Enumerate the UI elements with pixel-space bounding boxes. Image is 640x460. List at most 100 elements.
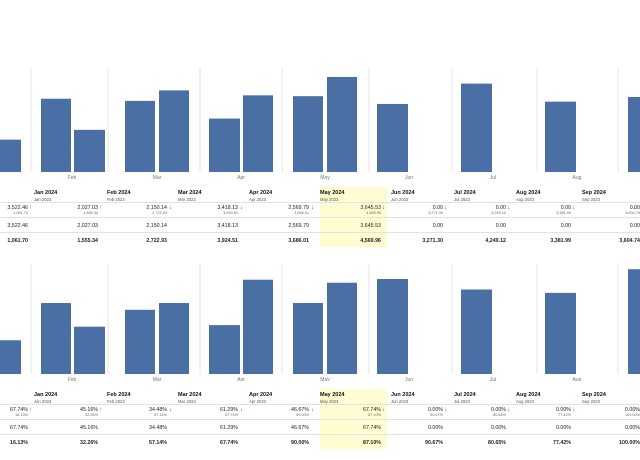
column-header-prev-month: Sep 2023 [582,398,600,404]
value-cell: 87.10% [363,439,381,446]
previous-value: 87.10% [368,413,381,417]
previous-value: 2,722.93 [152,211,167,215]
previous-value: 4,249.12 [491,211,506,215]
bar [74,326,105,374]
column-header-prev-month: Apr 2023 [249,398,266,404]
column-header-prev-month: Feb 2023 [107,398,125,404]
x-tick-label: Feb [68,377,77,381]
column-header-month: Feb 2024 [107,392,131,398]
value-cell: 3,522.46 [7,222,28,229]
top-data-table: Jan 2024 Jan 2023 Feb 2024 Feb 2023 Mar 2024… [0,187,640,247]
column-header-month: Jun 2024 [391,392,415,398]
value-cell: 3,645.53 [360,222,381,229]
x-tick-label: Jun [405,377,413,381]
arrow-down-icon: ↓ [507,406,511,413]
bar [327,282,357,374]
value-cell: 0.00 [432,222,443,229]
current-value: 45.16% [80,407,98,413]
bar [41,98,71,172]
column-header-month: Jul 2024 [454,392,476,398]
previous-year-row: 16.13% 32.26% 57.14% 67.74% 90.00% 87.10% 90.6… [0,434,640,449]
x-tick-label: Aug [573,175,582,180]
x-tick-label: Feb [68,175,77,180]
value-cell: 3,381.99 [550,237,571,244]
bar [377,103,408,172]
value-cell: 16.13% [10,439,28,446]
value-cell: 90.00% [291,439,309,446]
column-header-prev-month: Jun 2023 [391,196,409,202]
value-cell: 90.67% [425,439,443,446]
comparison-row: 67.74% 16.13% ↑ 45.16% 32.26% ↑ 34.48% 57.14% ↓ 6… [0,404,640,419]
current-value: 2,150.14 [146,205,167,211]
bar [209,118,240,172]
value-cell: 3,271.30 [422,237,443,244]
current-value: 67.74% [10,407,28,413]
previous-value: 3,604.74 [625,211,640,215]
value-cell: 4,249.12 [485,237,506,244]
bar [327,76,357,172]
column-header-prev-month: Mar 2023 [178,196,196,202]
arrow-down-icon: ↓ [311,406,315,413]
value-cell: 77.42% [553,439,571,446]
previous-value: 67.74% [225,413,238,417]
column-header-month: Jan 2024 [34,392,58,398]
bottom-bar-chart: Feb Mar Apr May Jun Jul Aug [0,264,640,381]
value-cell: 2,150.14 [146,222,167,229]
column-header-month: Mar 2024 [178,392,202,398]
arrow-down-icon: ↓ [444,406,448,413]
arrow-down-icon: ↓ [382,204,386,211]
comparison-row: 3,522.46 1,061.70 ↑ 2,027.03 1,555.34 ↑ 2,150.… [0,202,640,217]
header-row: Jan 2024 Jan 2023 Feb 2024 Feb 2023 Mar 2024… [0,389,640,404]
bar [125,309,155,374]
value-cell: 100.00% [619,439,640,446]
arrow-down-icon: ↓ [572,406,576,413]
x-tick-label: Mar [153,377,162,381]
value-cell: 2,569.79 [288,222,309,229]
arrow-up-icon: ↑ [29,204,33,211]
column-header-month: May 2024 [320,190,345,196]
value-cell: 67.74% [220,439,238,446]
column-header-month: Aug 2024 [516,190,541,196]
previous-value: 77.42% [558,413,571,417]
value-cell: 0.00% [427,424,443,431]
x-tick-label: Jul [490,377,496,381]
previous-value: 4,569.96 [366,211,381,215]
current-value: 2,569.79 [288,205,309,211]
bottom-chart-svg: Feb Mar Apr May Jun Jul Aug [0,264,640,381]
bar [628,269,640,374]
arrow-down-icon: ↓ [633,204,637,211]
value-cell: 1,555.34 [77,237,98,244]
arrow-up-icon: ↑ [29,406,33,413]
value-cell: 4,569.96 [360,237,381,244]
previous-value: 100.00% [625,413,640,417]
arrow-down-icon: ↓ [311,204,315,211]
previous-value: 1,555.34 [83,211,98,215]
previous-value: 3,924.51 [223,211,238,215]
current-value: 0.00% [427,407,443,413]
x-tick-label: Apr [237,175,245,180]
x-tick-label: Jun [405,175,413,180]
bar [293,303,323,374]
value-cell: 1,061.70 [7,237,28,244]
value-cell: 80.65% [488,439,506,446]
x-tick-label: May [320,175,330,180]
bar [0,139,21,172]
previous-value: 3,271.30 [428,211,443,215]
column-header-month: Sep 2024 [582,392,606,398]
value-cell: 34.48% [149,424,167,431]
arrow-down-icon: ↓ [444,204,448,211]
column-header-month: May 2024 [320,392,345,398]
current-year-row: 67.74% 45.16% 34.48% 61.29% 46.67% 67.74% 0.00… [0,419,640,434]
value-cell: 57.14% [149,439,167,446]
previous-value: 3,381.99 [556,211,571,215]
previous-value: 90.67% [430,413,443,417]
column-header-month: Jun 2024 [391,190,415,196]
value-cell: 2,722.93 [146,237,167,244]
value-cell: 0.00 [629,222,640,229]
bar [41,303,71,374]
top-bar-chart: Feb Mar Apr May Jun Jul Aug [0,68,640,180]
previous-value: 32.26% [85,413,98,417]
arrow-down-icon: ↓ [240,204,244,211]
value-cell: 3,418.13 [217,222,238,229]
value-cell: 3,686.01 [288,237,309,244]
